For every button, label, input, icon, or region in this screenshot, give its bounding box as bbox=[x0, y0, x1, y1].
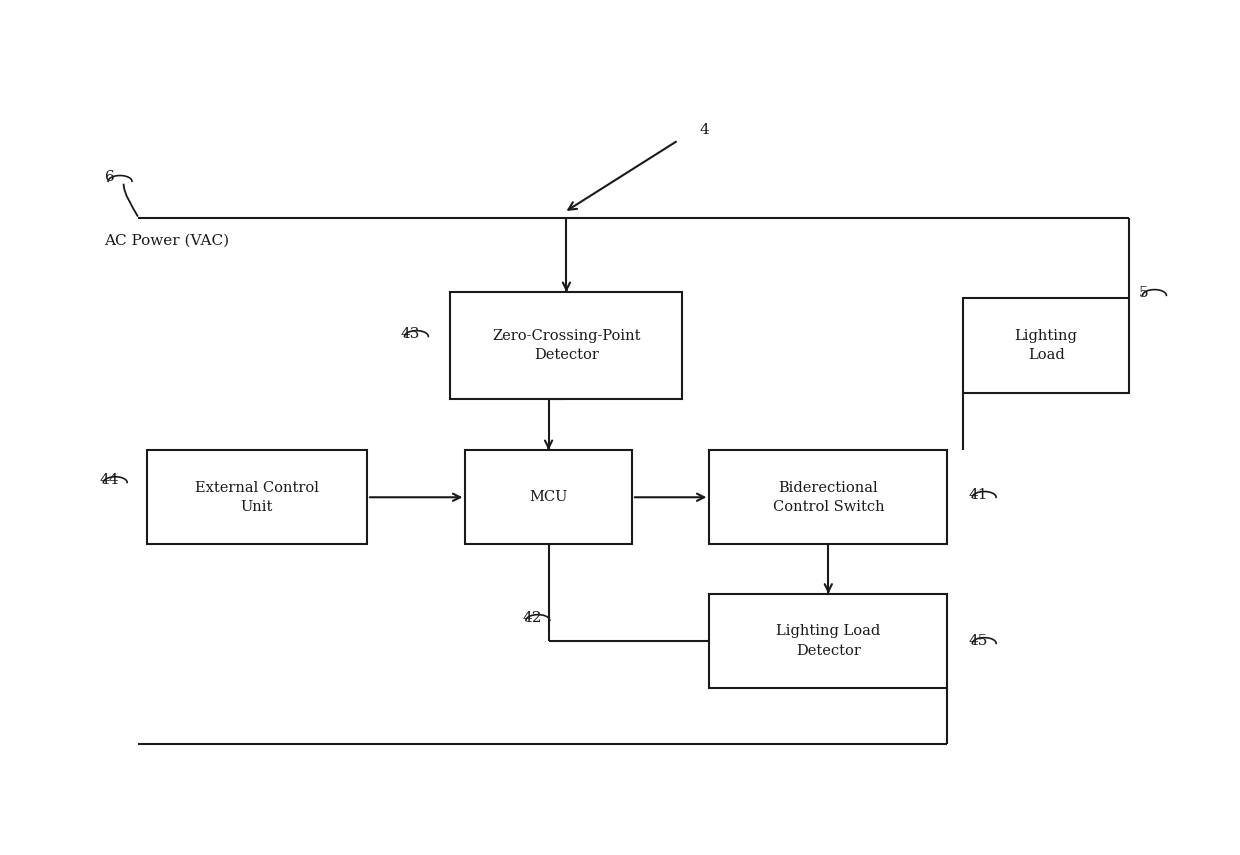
Bar bbox=[962, 298, 1130, 392]
Text: External Control
Unit: External Control Unit bbox=[195, 481, 319, 514]
Bar bbox=[709, 593, 947, 688]
Text: AC Power (VAC): AC Power (VAC) bbox=[104, 233, 229, 247]
Text: Lighting
Load: Lighting Load bbox=[1014, 328, 1078, 363]
Bar bbox=[146, 450, 367, 545]
Text: 5: 5 bbox=[1140, 286, 1148, 300]
Text: 41: 41 bbox=[968, 488, 988, 502]
Bar bbox=[465, 450, 632, 545]
Text: MCU: MCU bbox=[529, 490, 568, 504]
Text: 42: 42 bbox=[522, 611, 542, 625]
Text: 4: 4 bbox=[699, 123, 709, 138]
Text: 45: 45 bbox=[968, 634, 988, 648]
Text: 44: 44 bbox=[99, 473, 119, 487]
Text: Lighting Load
Detector: Lighting Load Detector bbox=[776, 624, 880, 657]
Bar bbox=[450, 292, 682, 398]
Text: 43: 43 bbox=[401, 327, 420, 341]
Bar bbox=[709, 450, 947, 545]
Text: 6: 6 bbox=[104, 170, 114, 184]
Text: Biderectional
Control Switch: Biderectional Control Switch bbox=[773, 481, 884, 514]
Text: Zero-Crossing-Point
Detector: Zero-Crossing-Point Detector bbox=[492, 328, 641, 363]
